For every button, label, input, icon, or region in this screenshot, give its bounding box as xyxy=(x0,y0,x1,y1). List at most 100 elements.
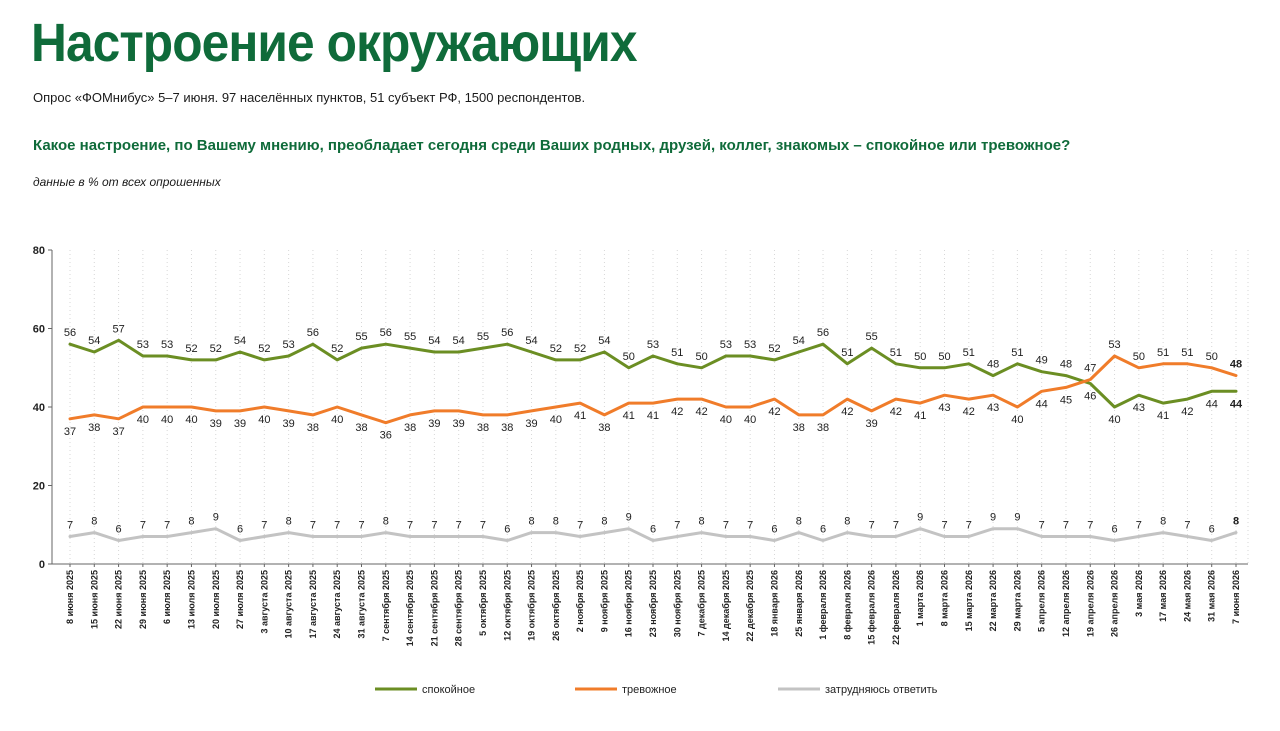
data-label: 41 xyxy=(914,410,926,422)
x-tick-label: 12 октября 2025 xyxy=(502,570,512,641)
data-label: 7 xyxy=(334,520,340,532)
data-label: 38 xyxy=(793,422,805,434)
data-label: 56 xyxy=(501,327,513,339)
x-tick-label: 1 февраля 2026 xyxy=(818,570,828,640)
data-label: 51 xyxy=(890,347,902,359)
x-tick-label: 16 ноября 2025 xyxy=(624,570,634,637)
data-label: 54 xyxy=(598,335,610,347)
data-label: 7 xyxy=(869,520,875,532)
data-label: 39 xyxy=(428,418,440,430)
data-label: 42 xyxy=(695,406,707,418)
data-label: 45 xyxy=(1060,394,1072,406)
data-label: 42 xyxy=(841,406,853,418)
x-tick-label: 22 марта 2026 xyxy=(988,570,998,631)
data-note: данные в % от всех опрошенных xyxy=(33,175,221,189)
data-label: 8 xyxy=(383,516,389,528)
data-label: 42 xyxy=(963,406,975,418)
x-tick-label: 7 июня 2026 xyxy=(1231,570,1241,624)
survey-question: Какое настроение, по Вашему мнению, прео… xyxy=(33,137,1071,154)
data-label: 50 xyxy=(1133,351,1145,363)
y-tick-label: 20 xyxy=(33,481,45,493)
data-label: 8 xyxy=(553,516,559,528)
data-label: 7 xyxy=(407,520,413,532)
data-label: 56 xyxy=(307,327,319,339)
data-label: 7 xyxy=(67,520,73,532)
x-tick-label: 23 ноября 2025 xyxy=(648,570,658,637)
data-label: 38 xyxy=(501,422,513,434)
data-label: 48 xyxy=(1060,359,1072,371)
data-label: 52 xyxy=(331,343,343,355)
survey-info: Опрос «ФОМнибус» 5–7 июня. 97 населённых… xyxy=(33,90,586,105)
data-label: 38 xyxy=(355,422,367,434)
data-label: 7 xyxy=(1184,520,1190,532)
data-label: 54 xyxy=(234,335,246,347)
data-label: 39 xyxy=(283,418,295,430)
data-label: 41 xyxy=(647,410,659,422)
data-label: 40 xyxy=(331,414,343,426)
data-label: 7 xyxy=(431,520,437,532)
data-label: 7 xyxy=(480,520,486,532)
legend: спокойное тревожное затрудняюсь ответить xyxy=(375,684,938,696)
x-tick-label: 21 сентября 2025 xyxy=(429,570,439,646)
x-tick-label: 8 марта 2026 xyxy=(940,570,950,626)
data-label: 50 xyxy=(695,351,707,363)
x-tick-label: 30 ноября 2025 xyxy=(672,570,682,637)
data-label: 6 xyxy=(820,523,826,535)
data-label: 37 xyxy=(64,426,76,438)
x-tick-label: 3 мая 2026 xyxy=(1134,570,1144,617)
data-label: 44 xyxy=(1036,398,1048,410)
x-tick-label: 27 июля 2025 xyxy=(235,570,245,629)
data-label: 50 xyxy=(623,351,635,363)
data-label: 7 xyxy=(941,520,947,532)
data-label: 8 xyxy=(1160,516,1166,528)
x-axis: 8 июня 2025 15 июня 2025 22 июня 2025 29 ию… xyxy=(65,564,1241,646)
data-label: 7 xyxy=(358,520,364,532)
x-tick-label: 2 ноября 2025 xyxy=(575,570,585,632)
data-label: 50 xyxy=(1206,351,1218,363)
data-label: 7 xyxy=(164,520,170,532)
data-label: 40 xyxy=(137,414,149,426)
legend-label: затрудняюсь ответить xyxy=(825,684,938,696)
data-labels: 56 54 57 53 53 52 52 54 52 53 56 52 55 56 55 54 54 55 56 54… xyxy=(64,323,1243,535)
data-label: 54 xyxy=(793,335,805,347)
data-label: 47 xyxy=(1084,363,1096,375)
data-label: 42 xyxy=(671,406,683,418)
x-tick-label: 26 апреля 2026 xyxy=(1110,570,1120,637)
data-label: 7 xyxy=(456,520,462,532)
x-tick-label: 14 сентября 2025 xyxy=(405,570,415,646)
data-label: 50 xyxy=(938,351,950,363)
y-tick-label: 0 xyxy=(39,559,45,571)
data-label: 51 xyxy=(1011,347,1023,359)
data-label: 43 xyxy=(1133,402,1145,414)
data-label: 41 xyxy=(574,410,586,422)
x-tick-label: 6 июля 2025 xyxy=(162,570,172,624)
data-label: 7 xyxy=(1136,520,1142,532)
x-tick-label: 25 января 2026 xyxy=(794,570,804,637)
data-label: 38 xyxy=(598,422,610,434)
x-tick-label: 17 августа 2025 xyxy=(308,570,318,639)
data-label: 7 xyxy=(674,520,680,532)
data-label: 8 xyxy=(844,516,850,528)
data-label: 8 xyxy=(528,516,534,528)
data-label: 40 xyxy=(550,414,562,426)
data-label: 7 xyxy=(577,520,583,532)
data-label: 52 xyxy=(574,343,586,355)
x-tick-label: 5 октября 2025 xyxy=(478,570,488,636)
data-label: 40 xyxy=(161,414,173,426)
data-label: 53 xyxy=(283,339,295,351)
x-tick-label: 18 января 2026 xyxy=(769,570,779,637)
data-label: 43 xyxy=(938,402,950,414)
data-label: 8 xyxy=(286,516,292,528)
x-tick-label: 24 августа 2025 xyxy=(332,570,342,639)
y-tick-label: 40 xyxy=(33,402,45,414)
x-tick-label: 15 февраля 2026 xyxy=(867,570,877,645)
data-label: 9 xyxy=(917,512,923,524)
y-axis: 0 20 40 60 80 xyxy=(33,245,1248,571)
data-label: 42 xyxy=(890,406,902,418)
data-label: 39 xyxy=(866,418,878,430)
y-tick-label: 60 xyxy=(33,324,45,336)
series-line-3 xyxy=(68,527,1238,542)
data-label: 7 xyxy=(1039,520,1045,532)
data-label: 38 xyxy=(88,422,100,434)
data-label: 53 xyxy=(720,339,732,351)
